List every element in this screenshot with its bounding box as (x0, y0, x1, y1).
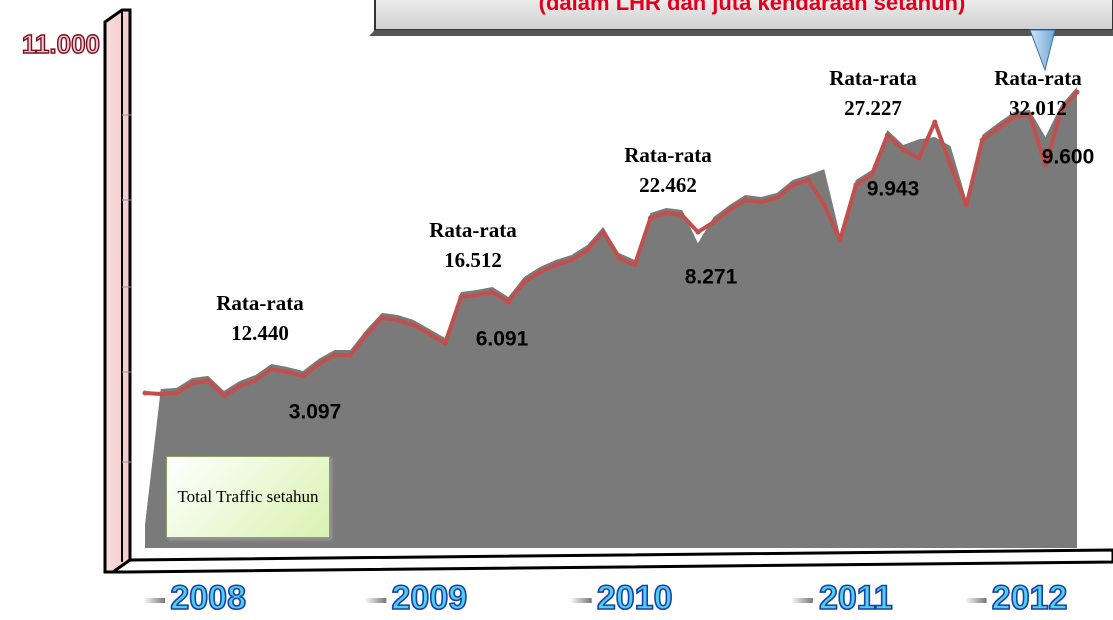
annotation: 6.091 (476, 328, 529, 351)
point (726, 207, 732, 213)
x-tick-label: 2008 (170, 579, 246, 617)
y-tick-label: 11.000 (22, 29, 100, 59)
point (1058, 107, 1064, 113)
point (537, 269, 543, 275)
point (569, 257, 575, 263)
year-dash (569, 598, 592, 603)
point (521, 279, 527, 285)
annotation: 16.512 (444, 248, 502, 272)
point (600, 229, 606, 235)
point (995, 125, 1001, 131)
annotation: 32.012 (1009, 96, 1067, 120)
annotation: Rata-rata (829, 66, 917, 90)
point (584, 247, 590, 253)
legend: Total Traffic setahun (166, 456, 330, 538)
point (458, 294, 464, 300)
point (237, 383, 243, 389)
annotation: Rata-rata (994, 66, 1082, 90)
point (379, 315, 385, 321)
point (1011, 114, 1017, 120)
point (774, 195, 780, 201)
point (916, 155, 922, 161)
x-tick-label: 2010 (597, 579, 673, 617)
annotation: Rata-rata (216, 291, 304, 315)
point (711, 219, 717, 225)
point (474, 292, 480, 298)
point (632, 262, 638, 268)
point (158, 391, 164, 397)
x-tick-label: 2009 (392, 579, 468, 617)
annotation: 22.462 (639, 173, 697, 197)
point (1042, 162, 1048, 168)
chart-title: (dalam LHR dan juta kendaraan setahun) (539, 0, 966, 15)
year-dash (790, 598, 813, 603)
line (144, 90, 1079, 399)
point (695, 229, 701, 235)
point (979, 137, 985, 143)
title-box (374, 0, 1113, 31)
annotation: 9.943 (867, 178, 920, 201)
annotation: 8.271 (685, 266, 738, 289)
annotation: 27.227 (844, 96, 902, 120)
x-tick-label: 2011 (819, 579, 893, 617)
area (145, 87, 1077, 548)
point (174, 390, 180, 396)
point (490, 289, 496, 295)
x-axis (108, 548, 1113, 574)
point (442, 340, 448, 346)
point (268, 366, 274, 372)
point (142, 390, 148, 396)
point (221, 393, 227, 399)
point (253, 377, 259, 383)
point (332, 352, 338, 358)
point (395, 317, 401, 323)
point (900, 147, 906, 153)
point (300, 373, 306, 379)
point (932, 119, 938, 125)
point (837, 237, 843, 243)
point (553, 262, 559, 268)
point (758, 199, 764, 205)
point (948, 162, 954, 168)
point (426, 331, 432, 337)
point (1074, 89, 1080, 95)
point (869, 172, 875, 178)
point (963, 202, 969, 208)
annotation: 12.440 (231, 321, 289, 345)
point (363, 332, 369, 338)
year-dash (364, 598, 387, 603)
annotation: 9.600 (1042, 146, 1095, 169)
point (742, 197, 748, 203)
title-box-edge (369, 30, 1113, 36)
point (821, 202, 827, 208)
point (205, 378, 211, 384)
point (884, 132, 890, 138)
point (853, 182, 859, 188)
point (284, 369, 290, 375)
year-dash (143, 598, 166, 603)
point (647, 215, 653, 221)
callout (1029, 29, 1056, 72)
point (347, 352, 353, 358)
point (663, 210, 669, 216)
point (679, 212, 685, 218)
annotation: Rata-rata (429, 218, 517, 242)
point (411, 322, 417, 328)
x-tick-label: 2012 (992, 579, 1068, 617)
point (505, 299, 511, 305)
point (316, 361, 322, 367)
year-dash (964, 598, 987, 603)
annotation: 3.097 (289, 401, 342, 424)
y-axis (103, 8, 132, 574)
point (616, 255, 622, 261)
point (189, 380, 195, 386)
point (1027, 112, 1033, 118)
point (805, 177, 811, 183)
y-axis-ticks (122, 114, 132, 463)
annotation: Rata-rata (624, 143, 712, 167)
point (790, 182, 796, 188)
